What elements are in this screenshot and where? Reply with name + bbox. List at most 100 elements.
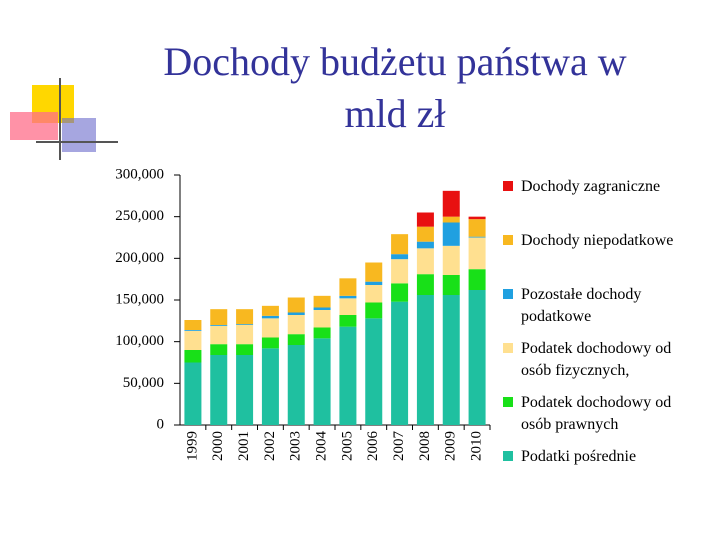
legend-label: Podatek dochodowy od osób fizycznych, (521, 340, 672, 379)
bar-segment (416, 212, 434, 227)
x-tick-label: 2002 (262, 431, 278, 461)
bar-segment (442, 216, 460, 223)
bar-segment (391, 301, 409, 425)
x-tick-label: 2007 (391, 431, 407, 462)
legend: Dochody zagraniczne Dochody niepodatkowe P… (503, 176, 713, 500)
bar-segment (287, 345, 305, 425)
bar-segment (468, 290, 486, 425)
bar-segment (365, 262, 383, 282)
bar-segment (468, 219, 486, 237)
bar-segment (339, 295, 357, 299)
bar-segment (391, 259, 409, 284)
y-tick-label: 50,000 (123, 375, 164, 391)
legend-item: Pozostałe dochody podatkowe (503, 284, 713, 338)
bar-segment (442, 245, 460, 275)
bar-segment (236, 344, 254, 355)
bar-segment (261, 337, 279, 349)
bar-segment (210, 325, 228, 326)
bar-segment (287, 334, 305, 345)
bar-segment (210, 355, 228, 425)
bar-segment (261, 315, 279, 319)
bar-segment (468, 216, 486, 220)
x-tick-label: 2009 (443, 431, 459, 461)
bar-segment (236, 309, 254, 325)
x-tick-label: 2008 (417, 431, 433, 461)
bar-segment (442, 190, 460, 217)
legend-label: Podatek dochodowy od osób prawnych (521, 394, 672, 433)
legend-item: Dochody zagraniczne (503, 176, 713, 230)
x-tick-label: 2006 (365, 431, 381, 462)
bar-segment (184, 320, 202, 330)
x-tick-label: 2004 (314, 431, 330, 462)
legend-label: Podatki pośrednie (521, 448, 637, 465)
bar-segment (339, 315, 357, 327)
bar-segment (184, 330, 202, 350)
legend-label: Dochody niepodatkowe (521, 232, 674, 249)
chart-title: Dochody budżetu państwa w mld zł (163, 39, 627, 136)
legend-label: Dochody zagraniczne (521, 178, 661, 195)
legend-swatch (503, 397, 513, 407)
y-tick-label: 100,000 (115, 333, 164, 349)
bar-segment (261, 348, 279, 425)
bar-segment (184, 362, 202, 425)
bar-segment (468, 269, 486, 290)
bar-segment (339, 326, 357, 425)
bar-segment (468, 236, 486, 238)
bar-segment (313, 295, 331, 308)
y-tick-label: 300,000 (115, 166, 164, 182)
legend-item: Dochody niepodatkowe (503, 230, 713, 284)
bar-segment (391, 283, 409, 302)
bar-segment (236, 355, 254, 425)
bar-segment (210, 344, 228, 355)
y-tick-label: 150,000 (115, 291, 164, 307)
x-tick-label: 2010 (469, 431, 485, 461)
bar-segment (442, 222, 460, 246)
x-tick-label: 2000 (210, 431, 226, 461)
bar-segment (442, 275, 460, 295)
bar-segment (184, 350, 202, 363)
bar-segment (261, 305, 279, 316)
x-tick-label: 2005 (339, 431, 355, 461)
y-tick-label: 0 (157, 416, 165, 432)
bar-segment (287, 315, 305, 335)
decoration (10, 112, 58, 140)
bar-segment (391, 234, 409, 255)
bar-segment (287, 297, 305, 313)
bar-segment (287, 312, 305, 315)
legend-swatch (503, 343, 513, 353)
bar-segment (365, 318, 383, 425)
legend-swatch (503, 289, 513, 299)
legend-swatch (503, 181, 513, 191)
legend-swatch (503, 451, 513, 461)
bar-segment (416, 241, 434, 249)
bar-segment (416, 274, 434, 295)
x-tick-label: 2001 (236, 431, 252, 461)
legend-swatch (503, 235, 513, 245)
decoration (62, 118, 96, 152)
bar-segment (313, 338, 331, 425)
legend-label: Pozostałe dochody podatkowe (521, 286, 642, 325)
bar-segment (416, 295, 434, 425)
bar-segment (236, 324, 254, 325)
bar-segment (416, 248, 434, 275)
bar-segment (365, 302, 383, 319)
bar-segment (468, 237, 486, 270)
bar-segment (313, 307, 331, 310)
legend-item: Podatek dochodowy od osób prawnych (503, 392, 713, 446)
bar-segment (210, 309, 228, 325)
x-tick-label: 1999 (184, 431, 200, 461)
bar-segment (261, 318, 279, 338)
x-tick-label: 2003 (288, 431, 304, 461)
bar-segment (313, 327, 331, 339)
bar-segment (339, 298, 357, 315)
bar-segment (313, 310, 331, 328)
bar-segment (442, 295, 460, 425)
bar-segment (391, 254, 409, 260)
y-tick-label: 200,000 (115, 250, 164, 266)
legend-item: Podatek dochodowy od osób fizycznych, (503, 338, 713, 392)
bar-segment (236, 325, 254, 345)
bar-segment (184, 330, 202, 331)
bar-segment (365, 281, 383, 285)
